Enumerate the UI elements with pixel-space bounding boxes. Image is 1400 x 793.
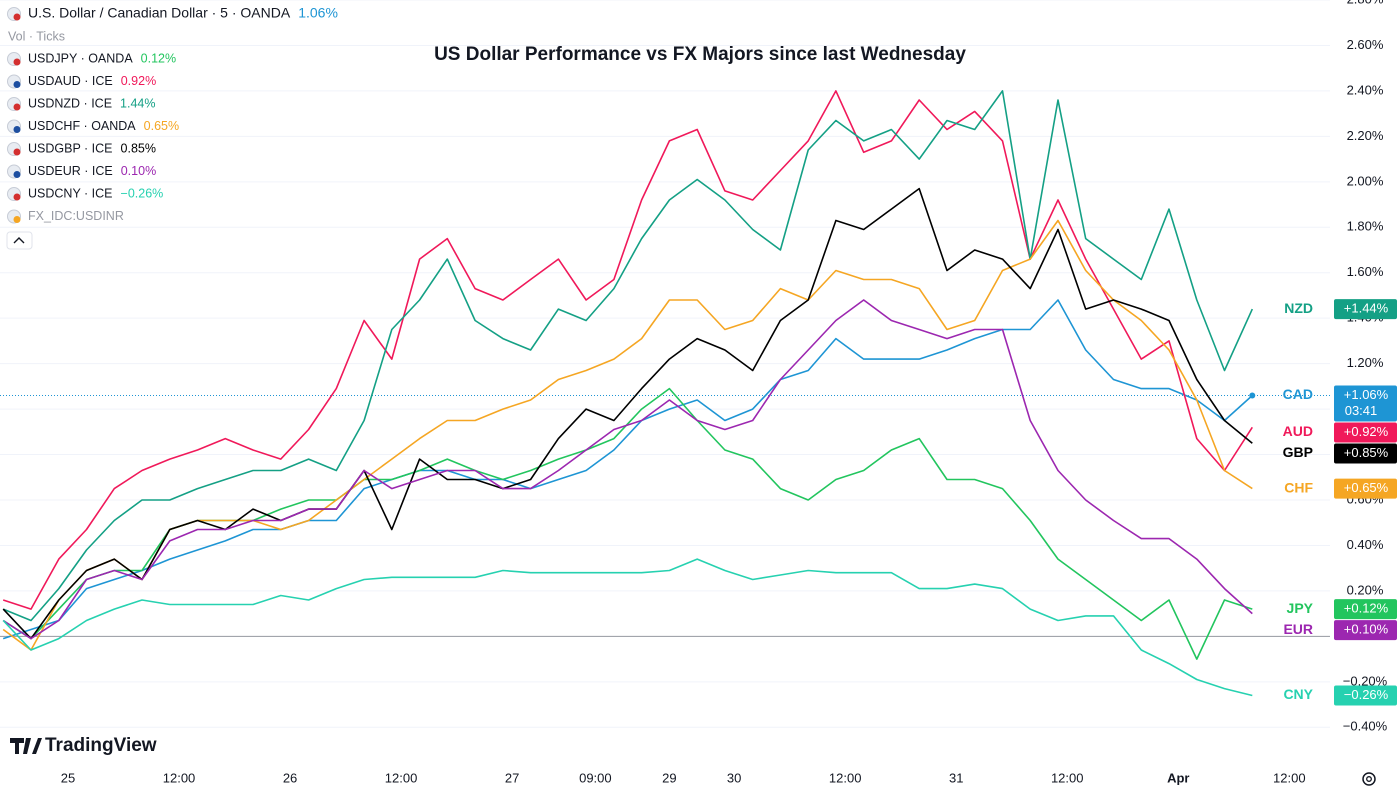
series-name: CNY — [1283, 686, 1313, 702]
value-badge — [1334, 422, 1397, 443]
legend-symbol: USDCHF · OANDA — [28, 119, 136, 133]
value-badge-label: −0.26% — [1344, 687, 1389, 702]
x-tick-label: 12:00 — [385, 770, 418, 785]
x-tick-label: 12:00 — [163, 770, 196, 785]
y-tick-label: −0.20% — [1343, 673, 1388, 688]
legend-change: 0.65% — [144, 119, 179, 133]
y-tick-label: 2.80% — [1347, 0, 1384, 6]
series-name: CHF — [1284, 479, 1313, 495]
legend-change: 0.92% — [121, 74, 156, 88]
series-line — [2, 187, 1253, 640]
symbol-icon-dot — [13, 126, 21, 133]
legend-change: 1.06% — [298, 5, 338, 21]
legend-symbol: USDNZD · ICE — [28, 96, 112, 110]
collapse-icon — [13, 237, 25, 244]
y-tick-label: 1.60% — [1347, 264, 1384, 279]
value-badge — [1334, 299, 1397, 320]
series-line — [2, 558, 1253, 697]
legend-change: −0.26% — [121, 186, 164, 200]
symbol-icon-dot — [13, 81, 21, 88]
last-point — [1249, 392, 1256, 399]
logo — [10, 738, 42, 754]
x-tick-label: 25 — [61, 770, 75, 785]
series-line — [2, 90, 1254, 622]
symbol-icon-dot — [13, 193, 21, 201]
symbol-icon-dot — [13, 103, 21, 111]
x-tick-label: 12:00 — [1051, 770, 1084, 785]
symbol-icon-dot — [13, 58, 21, 66]
value-badge-label: +0.85% — [1344, 445, 1389, 460]
legend-change: 0.12% — [141, 51, 176, 65]
series-line — [2, 299, 1253, 640]
series-line — [2, 90, 1253, 610]
series-name: EUR — [1283, 621, 1313, 637]
legend-symbol: USDGBP · ICE — [28, 141, 113, 155]
legend-change: 0.85% — [121, 141, 156, 155]
value-badge-label: +1.06% — [1344, 387, 1389, 402]
series-name: GBP — [1283, 444, 1313, 460]
value-badge-label: +0.10% — [1344, 622, 1389, 637]
legend-symbol: USDEUR · ICE — [28, 164, 113, 178]
series-line — [2, 299, 1253, 640]
chart-title: US Dollar Performance vs FX Majors since… — [434, 44, 966, 65]
value-badge-label: +1.44% — [1344, 301, 1389, 316]
value-badge — [1334, 478, 1397, 499]
legend-symbol: USDCNY · ICE — [28, 186, 113, 200]
legend-symbol: USDAUD · ICE — [28, 74, 113, 88]
symbol-icon-dot — [13, 171, 21, 178]
series-name: NZD — [1284, 300, 1313, 316]
collapse-button[interactable] — [6, 231, 33, 250]
y-tick-label: −0.40% — [1343, 719, 1388, 734]
value-badge-label: +0.12% — [1344, 601, 1389, 616]
y-tick-label: 0.20% — [1347, 582, 1384, 597]
symbol-icon-dot — [13, 13, 21, 21]
y-tick-label: 1.20% — [1347, 355, 1384, 370]
legend-hidden-symbol: FX_IDC:USDINR — [28, 209, 124, 223]
symbol-icon-dot — [13, 148, 21, 156]
y-tick-label: 2.40% — [1347, 82, 1384, 97]
value-badge — [1334, 620, 1397, 641]
series-name: CAD — [1283, 386, 1313, 402]
y-tick-label: 2.20% — [1347, 128, 1384, 143]
legend-change: 1.44% — [120, 96, 155, 110]
value-badge — [1334, 443, 1397, 464]
y-tick-label: 2.60% — [1347, 37, 1384, 52]
settings-icon[interactable] — [1362, 772, 1376, 786]
countdown: 03:41 — [1345, 403, 1378, 418]
x-tick-label: 26 — [283, 770, 297, 785]
x-tick-label: 12:00 — [829, 770, 862, 785]
x-tick-label: 29 — [662, 770, 676, 785]
legend-symbol: U.S. Dollar / Canadian Dollar · 5 · OAND… — [28, 5, 291, 21]
value-badge-label: +0.65% — [1344, 480, 1389, 495]
symbol-icon-dot — [13, 216, 21, 223]
value-badge — [1334, 685, 1397, 706]
series-line — [2, 219, 1253, 651]
value-badge — [1334, 385, 1397, 422]
x-tick-label: 27 — [505, 770, 519, 785]
x-tick-label: 12:00 — [1273, 770, 1306, 785]
series-name: AUD — [1283, 423, 1313, 439]
legend-indicator: Vol · Ticks — [8, 29, 65, 43]
series-name: JPY — [1287, 600, 1314, 616]
y-tick-label: 1.80% — [1347, 219, 1384, 234]
legend-change: 0.10% — [121, 164, 156, 178]
legend-symbol: USDJPY · OANDA — [28, 51, 133, 65]
x-tick-label: 09:00 — [579, 770, 612, 785]
x-tick-label: 31 — [949, 770, 963, 785]
x-tick-label: Apr — [1167, 770, 1189, 785]
value-badge — [1334, 599, 1397, 620]
value-badge-label: +0.92% — [1344, 424, 1389, 439]
x-tick-label: 30 — [727, 770, 741, 785]
y-tick-label: 0.40% — [1347, 537, 1384, 552]
y-tick-label: 2.00% — [1347, 173, 1384, 188]
watermark: TradingView — [45, 735, 157, 756]
